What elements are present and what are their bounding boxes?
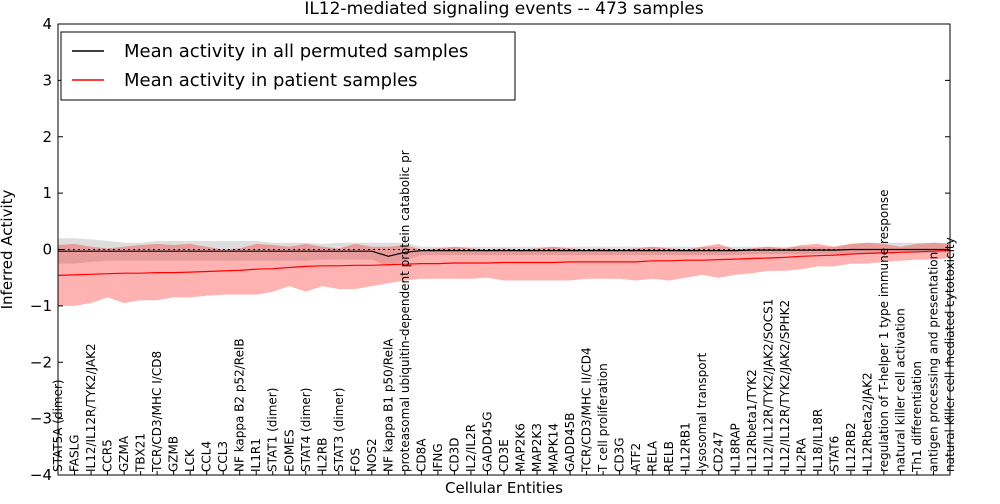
x-tick-label: IFNG — [431, 443, 445, 472]
y-axis-label: Inferred Activity — [0, 189, 16, 309]
y-tick-label: −3 — [30, 410, 52, 428]
x-tick-label: FOS — [348, 448, 362, 472]
x-tick-label: IL1R1 — [249, 438, 263, 472]
x-tick-label: IL2RB — [315, 438, 329, 472]
x-tick-label: IL12Rbeta1/TYK2 — [745, 369, 759, 472]
x-tick-label: antigen processing and presentation — [926, 252, 940, 472]
y-tick-label: −4 — [30, 466, 52, 484]
x-tick-label: IL18/IL18R — [811, 409, 825, 472]
x-tick-label: TCR/CD3/MHC I/CD8 — [150, 351, 164, 473]
x-tick-label: ATF2 — [629, 443, 643, 472]
x-tick-label: T cell proliferation — [596, 363, 610, 473]
x-tick-label: GADD45G — [480, 411, 494, 472]
x-tick-label: TCR/CD3/MHC II/CD4 — [580, 347, 594, 473]
x-tick-label: IL12RB1 — [679, 422, 693, 472]
x-tick-label: IL12RB2 — [844, 422, 858, 472]
x-tick-label: GADD45B — [563, 413, 577, 473]
x-tick-label: CCL4 — [200, 441, 214, 472]
series-line-permuted — [58, 248, 950, 257]
x-axis-label: Cellular Entities — [445, 479, 563, 497]
x-tick-label: Th1 differentiation — [910, 361, 924, 473]
x-tick-label: RELA — [646, 440, 660, 472]
x-tick-label: lysosomal transport — [695, 352, 709, 472]
legend-label-patient: Mean activity in patient samples — [124, 70, 418, 91]
x-tick-label: regulation of T-helper 1 type immune res… — [877, 190, 891, 472]
series-line-patient — [57, 249, 951, 276]
legend: Mean activity in all permuted samples Me… — [60, 31, 516, 101]
x-tick-label: MAP2K3 — [530, 423, 544, 472]
chart-title: IL12-mediated signaling events -- 473 sa… — [304, 0, 704, 19]
x-tick-label: CD247 — [712, 431, 726, 472]
y-tick-label: 4 — [42, 15, 52, 33]
band-patient — [58, 242, 950, 306]
x-tick-label: CCL3 — [216, 441, 230, 472]
x-tick-label: STAT3 (dimer) — [332, 388, 346, 472]
x-tick-label: TBX21 — [134, 433, 148, 473]
x-tick-label: LCK — [183, 448, 197, 472]
x-tick-label: CD3E — [497, 439, 511, 472]
x-tick-label: NF kappa B2 p52/RelB — [233, 338, 247, 472]
y-tick-label: 0 — [42, 241, 52, 259]
y-tick-label: 3 — [42, 71, 52, 89]
y-tick-label: −1 — [30, 297, 52, 315]
x-tick-label: IL18RAP — [728, 423, 742, 472]
x-tick-label: IL12/IL12R/TYK2/JAK2/SOCS1 — [761, 299, 775, 472]
x-tick-label: proteasomal ubiquitin-dependent protein … — [398, 150, 412, 472]
band-permuted — [58, 238, 950, 267]
x-tick-label: EOMES — [282, 429, 296, 472]
y-tick-label: 1 — [42, 184, 52, 202]
x-tick-label: natural killer cell activation — [893, 308, 907, 472]
x-tick-label: IL12/IL12R/TYK2/JAK2 — [84, 343, 98, 472]
x-tick-label: GZMB — [167, 436, 181, 472]
x-tick-label: CCR5 — [101, 439, 115, 472]
x-tick-label: IL2RA — [794, 437, 808, 472]
y-tick-label: −2 — [30, 353, 52, 371]
x-tick-label: STAT1 (dimer) — [266, 388, 280, 472]
x-tick-label: CD8A — [414, 438, 428, 472]
x-tick-label: MAPK14 — [547, 423, 561, 472]
x-tick-label: NF kappa B1 p50/RelA — [381, 338, 395, 472]
x-tick-label: RELB — [662, 441, 676, 472]
x-tick-label: FASLG — [68, 434, 82, 472]
x-tick-label: STAT6 — [827, 436, 841, 472]
x-tick-label: IL12/IL12R/TYK2/JAK2/SPHK2 — [778, 300, 792, 472]
x-tick-label: MAP2K6 — [514, 423, 528, 472]
x-tick-label: IL2/IL2R — [464, 424, 478, 472]
x-tick-label: CD3G — [613, 437, 627, 472]
x-tick-label: IL12Rbeta2/JAK2 — [860, 372, 874, 472]
x-tick-label: STAT4 (dimer) — [299, 388, 313, 472]
y-tick-label: 2 — [42, 128, 52, 146]
x-tick-label: CD3D — [447, 438, 461, 473]
legend-box — [60, 31, 516, 101]
x-tick-label: NOS2 — [365, 438, 379, 472]
x-tick-label: GZMA — [117, 435, 131, 472]
legend-label-permuted: Mean activity in all permuted samples — [124, 41, 468, 62]
